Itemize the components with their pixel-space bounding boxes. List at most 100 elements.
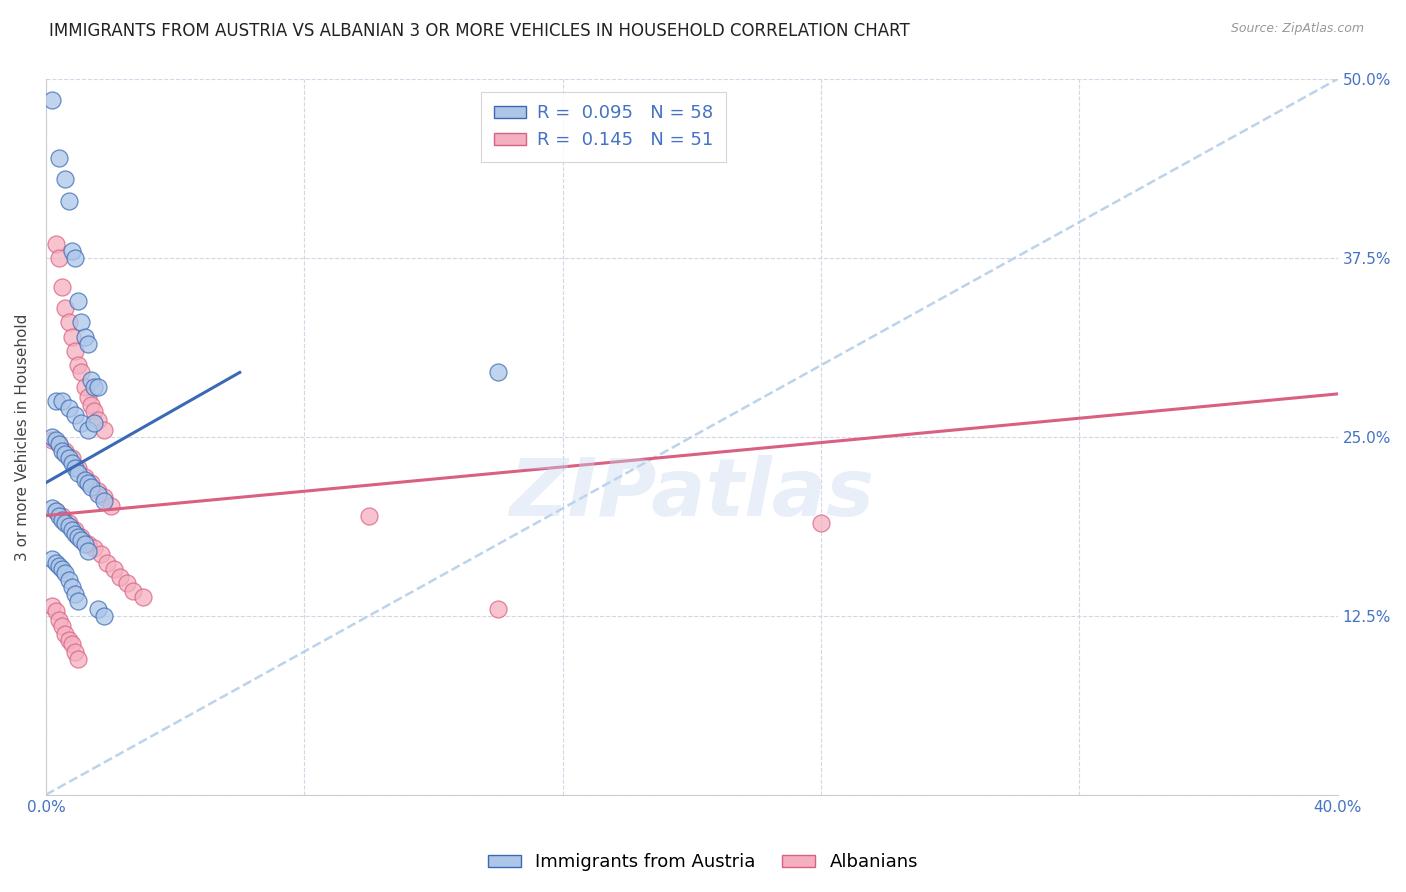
- Point: [53, 447, 76, 461]
- Point: [77, 475, 100, 490]
- Point: [53, 627, 76, 641]
- Point: [132, 590, 155, 604]
- Point: [53, 516, 76, 530]
- Point: [486, 366, 509, 380]
- Point: [60, 637, 83, 651]
- Point: [60, 244, 83, 258]
- Point: [80, 480, 103, 494]
- Point: [60, 451, 83, 466]
- Point: [48, 151, 70, 165]
- Point: [51, 561, 73, 575]
- Point: [810, 516, 832, 530]
- Point: [115, 575, 138, 590]
- Point: [45, 605, 67, 619]
- Point: [83, 380, 105, 394]
- Point: [93, 608, 115, 623]
- Point: [77, 423, 100, 437]
- Point: [93, 423, 115, 437]
- Y-axis label: 3 or more Vehicles in Household: 3 or more Vehicles in Household: [15, 313, 30, 560]
- Point: [63, 644, 86, 658]
- Point: [63, 527, 86, 541]
- Point: [51, 508, 73, 523]
- Point: [48, 613, 70, 627]
- Point: [86, 484, 108, 499]
- Point: [63, 523, 86, 537]
- Point: [110, 570, 132, 584]
- Point: [63, 461, 86, 475]
- Point: [77, 537, 100, 551]
- Point: [48, 437, 70, 451]
- Point: [90, 547, 112, 561]
- Point: [70, 416, 93, 430]
- Point: [58, 518, 80, 533]
- Point: [103, 561, 125, 575]
- Point: [45, 433, 67, 447]
- Point: [86, 412, 108, 426]
- Point: [80, 398, 103, 412]
- Point: [73, 329, 96, 343]
- Point: [53, 566, 76, 580]
- Point: [48, 558, 70, 573]
- Point: [77, 544, 100, 558]
- Point: [58, 194, 80, 208]
- Point: [45, 394, 67, 409]
- Point: [83, 416, 105, 430]
- Point: [70, 530, 93, 544]
- Point: [122, 584, 145, 599]
- Point: [86, 380, 108, 394]
- Point: [48, 251, 70, 265]
- Point: [51, 279, 73, 293]
- Point: [67, 594, 90, 608]
- Point: [67, 466, 90, 480]
- Point: [48, 508, 70, 523]
- Point: [63, 251, 86, 265]
- Point: [67, 530, 90, 544]
- Point: [51, 513, 73, 527]
- Point: [60, 329, 83, 343]
- Point: [73, 473, 96, 487]
- Point: [93, 490, 115, 504]
- Point: [51, 619, 73, 633]
- Text: ZIPatlas: ZIPatlas: [509, 455, 875, 533]
- Point: [357, 508, 380, 523]
- Point: [41, 599, 63, 613]
- Text: Source: ZipAtlas.com: Source: ZipAtlas.com: [1230, 22, 1364, 36]
- Point: [73, 537, 96, 551]
- Point: [73, 470, 96, 484]
- Point: [96, 556, 118, 570]
- Point: [60, 523, 83, 537]
- Point: [45, 504, 67, 518]
- Point: [58, 516, 80, 530]
- Point: [58, 315, 80, 329]
- Point: [63, 409, 86, 423]
- Point: [67, 651, 90, 665]
- Point: [86, 487, 108, 501]
- Legend: R =  0.095   N = 58, R =  0.145   N = 51: R = 0.095 N = 58, R = 0.145 N = 51: [481, 92, 725, 161]
- Point: [73, 380, 96, 394]
- Point: [83, 404, 105, 418]
- Point: [100, 499, 122, 513]
- Point: [45, 556, 67, 570]
- Point: [70, 366, 93, 380]
- Point: [53, 444, 76, 458]
- Point: [80, 475, 103, 490]
- Point: [63, 587, 86, 601]
- Point: [51, 444, 73, 458]
- Point: [58, 451, 80, 466]
- Legend: Immigrants from Austria, Albanians: Immigrants from Austria, Albanians: [481, 847, 925, 879]
- Point: [486, 601, 509, 615]
- Point: [41, 430, 63, 444]
- Point: [45, 504, 67, 518]
- Point: [41, 501, 63, 516]
- Point: [45, 236, 67, 251]
- Point: [53, 172, 76, 186]
- Text: IMMIGRANTS FROM AUSTRIA VS ALBANIAN 3 OR MORE VEHICLES IN HOUSEHOLD CORRELATION : IMMIGRANTS FROM AUSTRIA VS ALBANIAN 3 OR…: [49, 22, 910, 40]
- Point: [67, 293, 90, 308]
- Point: [53, 301, 76, 315]
- Point: [58, 401, 80, 416]
- Point: [77, 336, 100, 351]
- Point: [58, 573, 80, 587]
- Point: [80, 373, 103, 387]
- Point: [67, 358, 90, 372]
- Point: [70, 533, 93, 547]
